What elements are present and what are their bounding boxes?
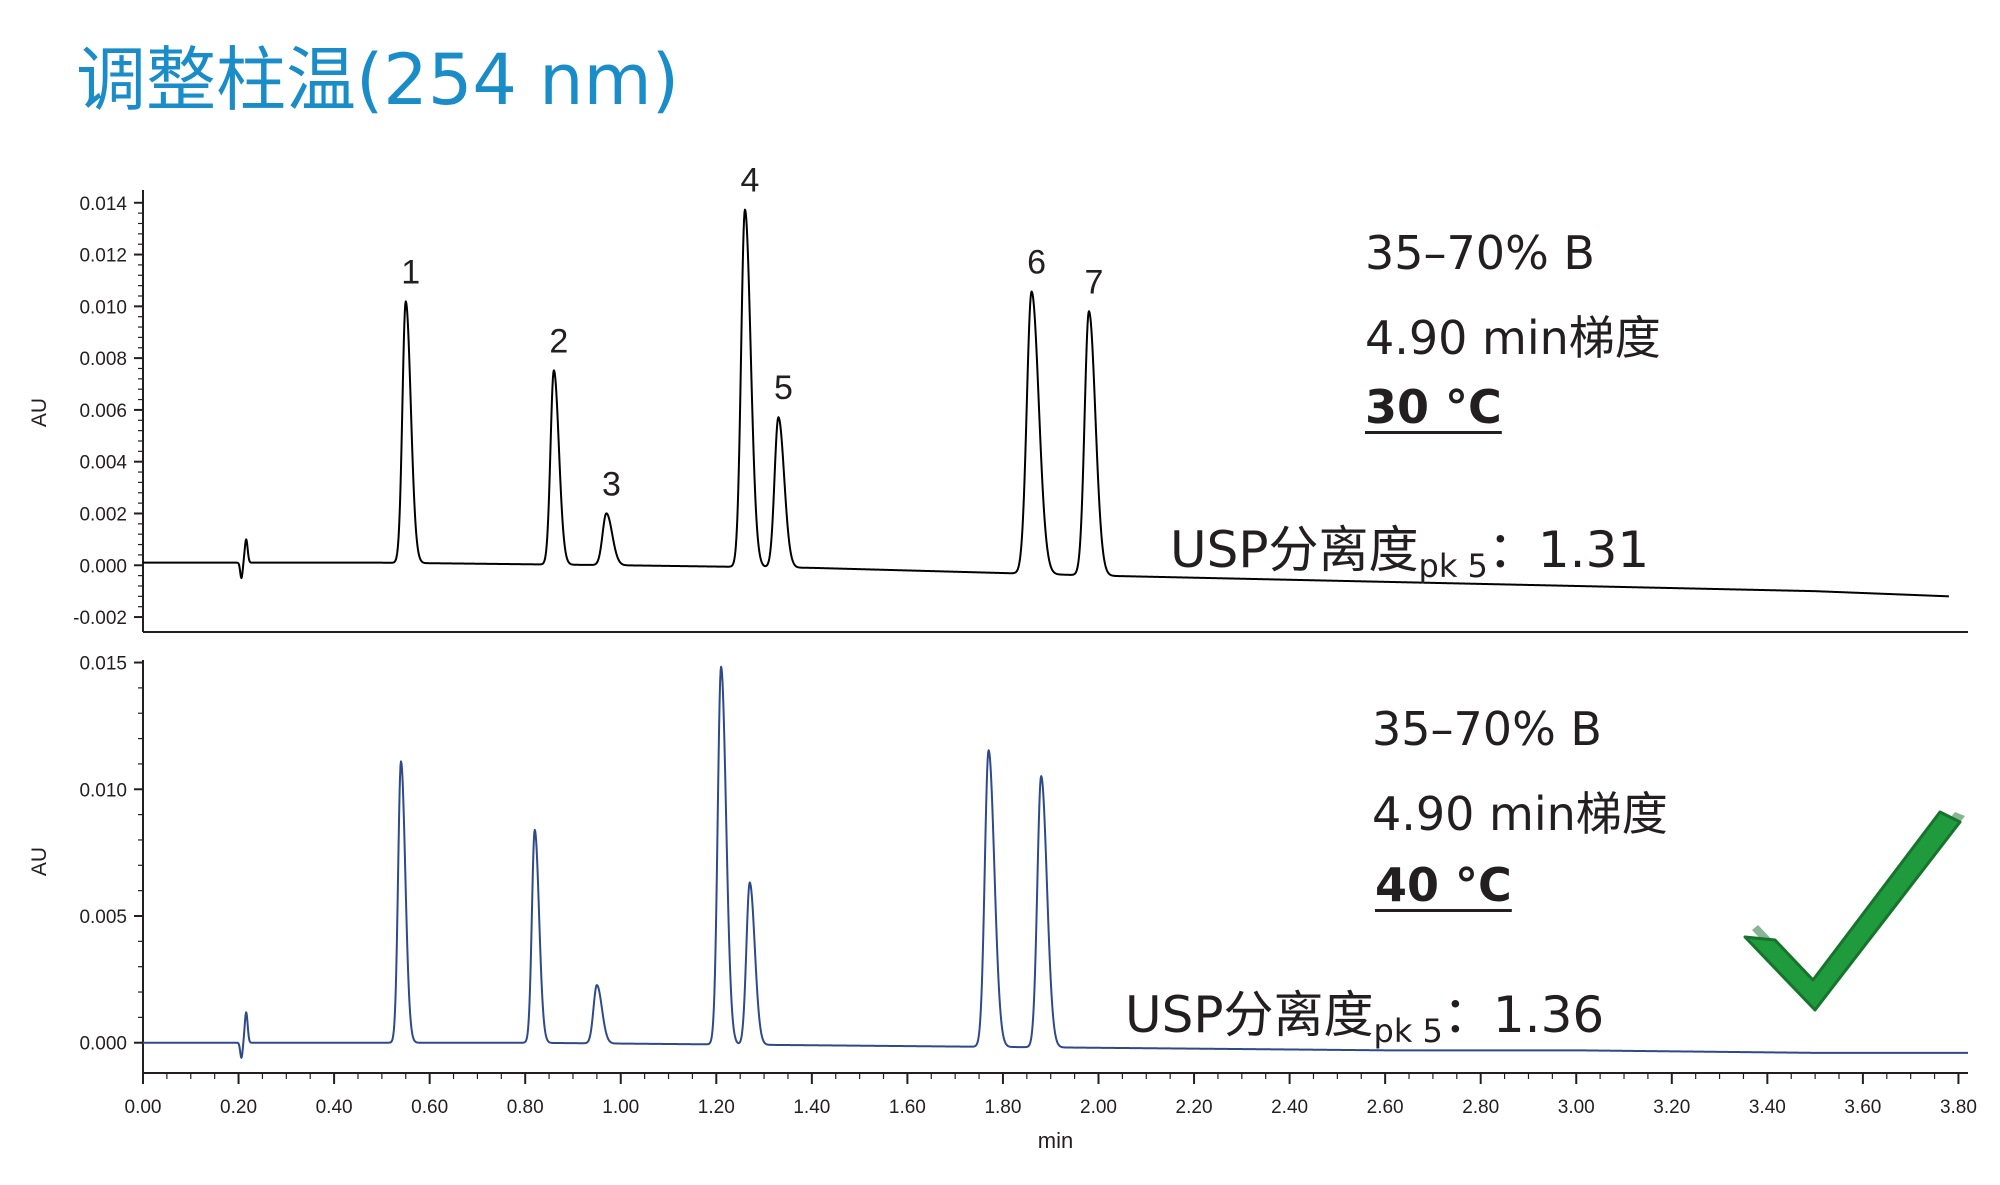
- x-tick-label: 2.80: [1462, 1097, 1499, 1118]
- x-tick-label: 3.40: [1749, 1097, 1786, 1118]
- x-tick-label: 0.20: [220, 1097, 257, 1118]
- x-tick-label: 1.20: [698, 1097, 735, 1118]
- top-y-tick-label: 0.002: [79, 504, 127, 525]
- top-y-tick-label: 0.010: [79, 297, 127, 318]
- peak-label: 6: [1027, 244, 1046, 282]
- bottom-chromatogram-trace: [142, 665, 1969, 1059]
- top-resolution-label: USP分离度pk 5：1.31: [1170, 521, 1650, 585]
- x-tick-label: 0.80: [507, 1097, 544, 1118]
- x-tick-label: 2.60: [1367, 1097, 1404, 1118]
- x-tick-label: 3.00: [1558, 1097, 1595, 1118]
- x-tick-label: 0.00: [125, 1097, 162, 1118]
- peak-label: 5: [774, 369, 793, 407]
- peak-label: 2: [549, 322, 568, 360]
- x-tick-label: 1.80: [984, 1097, 1021, 1118]
- top-y-tick-label: 0.014: [79, 194, 127, 215]
- bottom-resolution-label: USP分离度pk 5：1.36: [1125, 986, 1605, 1050]
- x-tick-label: 0.60: [411, 1097, 448, 1118]
- x-tick-label: 2.40: [1271, 1097, 1308, 1118]
- peak-label: 1: [401, 253, 420, 291]
- bottom-gradient-label: 35–70% B: [1372, 702, 1602, 756]
- x-tick-label: 3.80: [1940, 1097, 1977, 1118]
- top-temperature-label: 30 °C: [1365, 380, 1502, 434]
- bottom-y-axis-label: AU: [28, 847, 51, 876]
- top-y-tick-label: 0.004: [79, 453, 127, 474]
- chromatogram-traces: 1 2 3 4 5 67: [142, 162, 1969, 1059]
- bottom-y-tick-label: 0.010: [79, 780, 127, 801]
- top-gradient-label: 35–70% B: [1365, 226, 1595, 280]
- green-checkmark-icon: [1743, 810, 1965, 1012]
- top-chromatogram-trace: [142, 208, 1950, 598]
- page-title: 调整柱温(254 nm): [76, 39, 680, 121]
- bottom-y-tick-label: 0.005: [79, 907, 127, 928]
- x-tick-label: 1.00: [602, 1097, 639, 1118]
- x-tick-label: 2.20: [1176, 1097, 1213, 1118]
- bottom-y-tick-label: 0.015: [79, 654, 127, 675]
- peak-label: 3: [602, 465, 621, 503]
- bottom-y-tick-label: 0.000: [79, 1034, 127, 1055]
- top-gradient-time-label: 4.90 min梯度: [1365, 311, 1661, 365]
- top-y-axis-label: AU: [28, 398, 51, 427]
- bottom-temperature-label: 40 °C: [1375, 858, 1512, 912]
- x-tick-label: 1.60: [889, 1097, 926, 1118]
- x-tick-label: 1.40: [793, 1097, 830, 1118]
- top-y-tick-label: 0.006: [79, 401, 127, 422]
- bottom-chart-axes: 0.000 0.005 0.010 0.015 AU 0.00 0.20 0.40 0.60 0.…: [28, 654, 1977, 1153]
- top-y-tick-label: 0.000: [79, 556, 127, 577]
- top-y-tick-label: -0.002: [73, 608, 127, 629]
- x-tick-label: 0.40: [316, 1097, 353, 1118]
- x-axis-label: min: [1038, 1128, 1073, 1153]
- peak-label: 4: [741, 162, 760, 200]
- x-tick-label: 3.20: [1653, 1097, 1690, 1118]
- top-y-tick-label: 0.012: [79, 246, 127, 267]
- top-y-tick-label: 0.008: [79, 349, 127, 370]
- bottom-gradient-time-label: 4.90 min梯度: [1372, 787, 1668, 841]
- x-tick-label: 2.00: [1080, 1097, 1117, 1118]
- peak-label: 7: [1084, 263, 1103, 301]
- top-chart-axes: -0.002 0.000 0.002 0.004 0.006 0.008 0.010 0.01…: [28, 190, 1968, 633]
- x-tick-label: 3.60: [1844, 1097, 1881, 1118]
